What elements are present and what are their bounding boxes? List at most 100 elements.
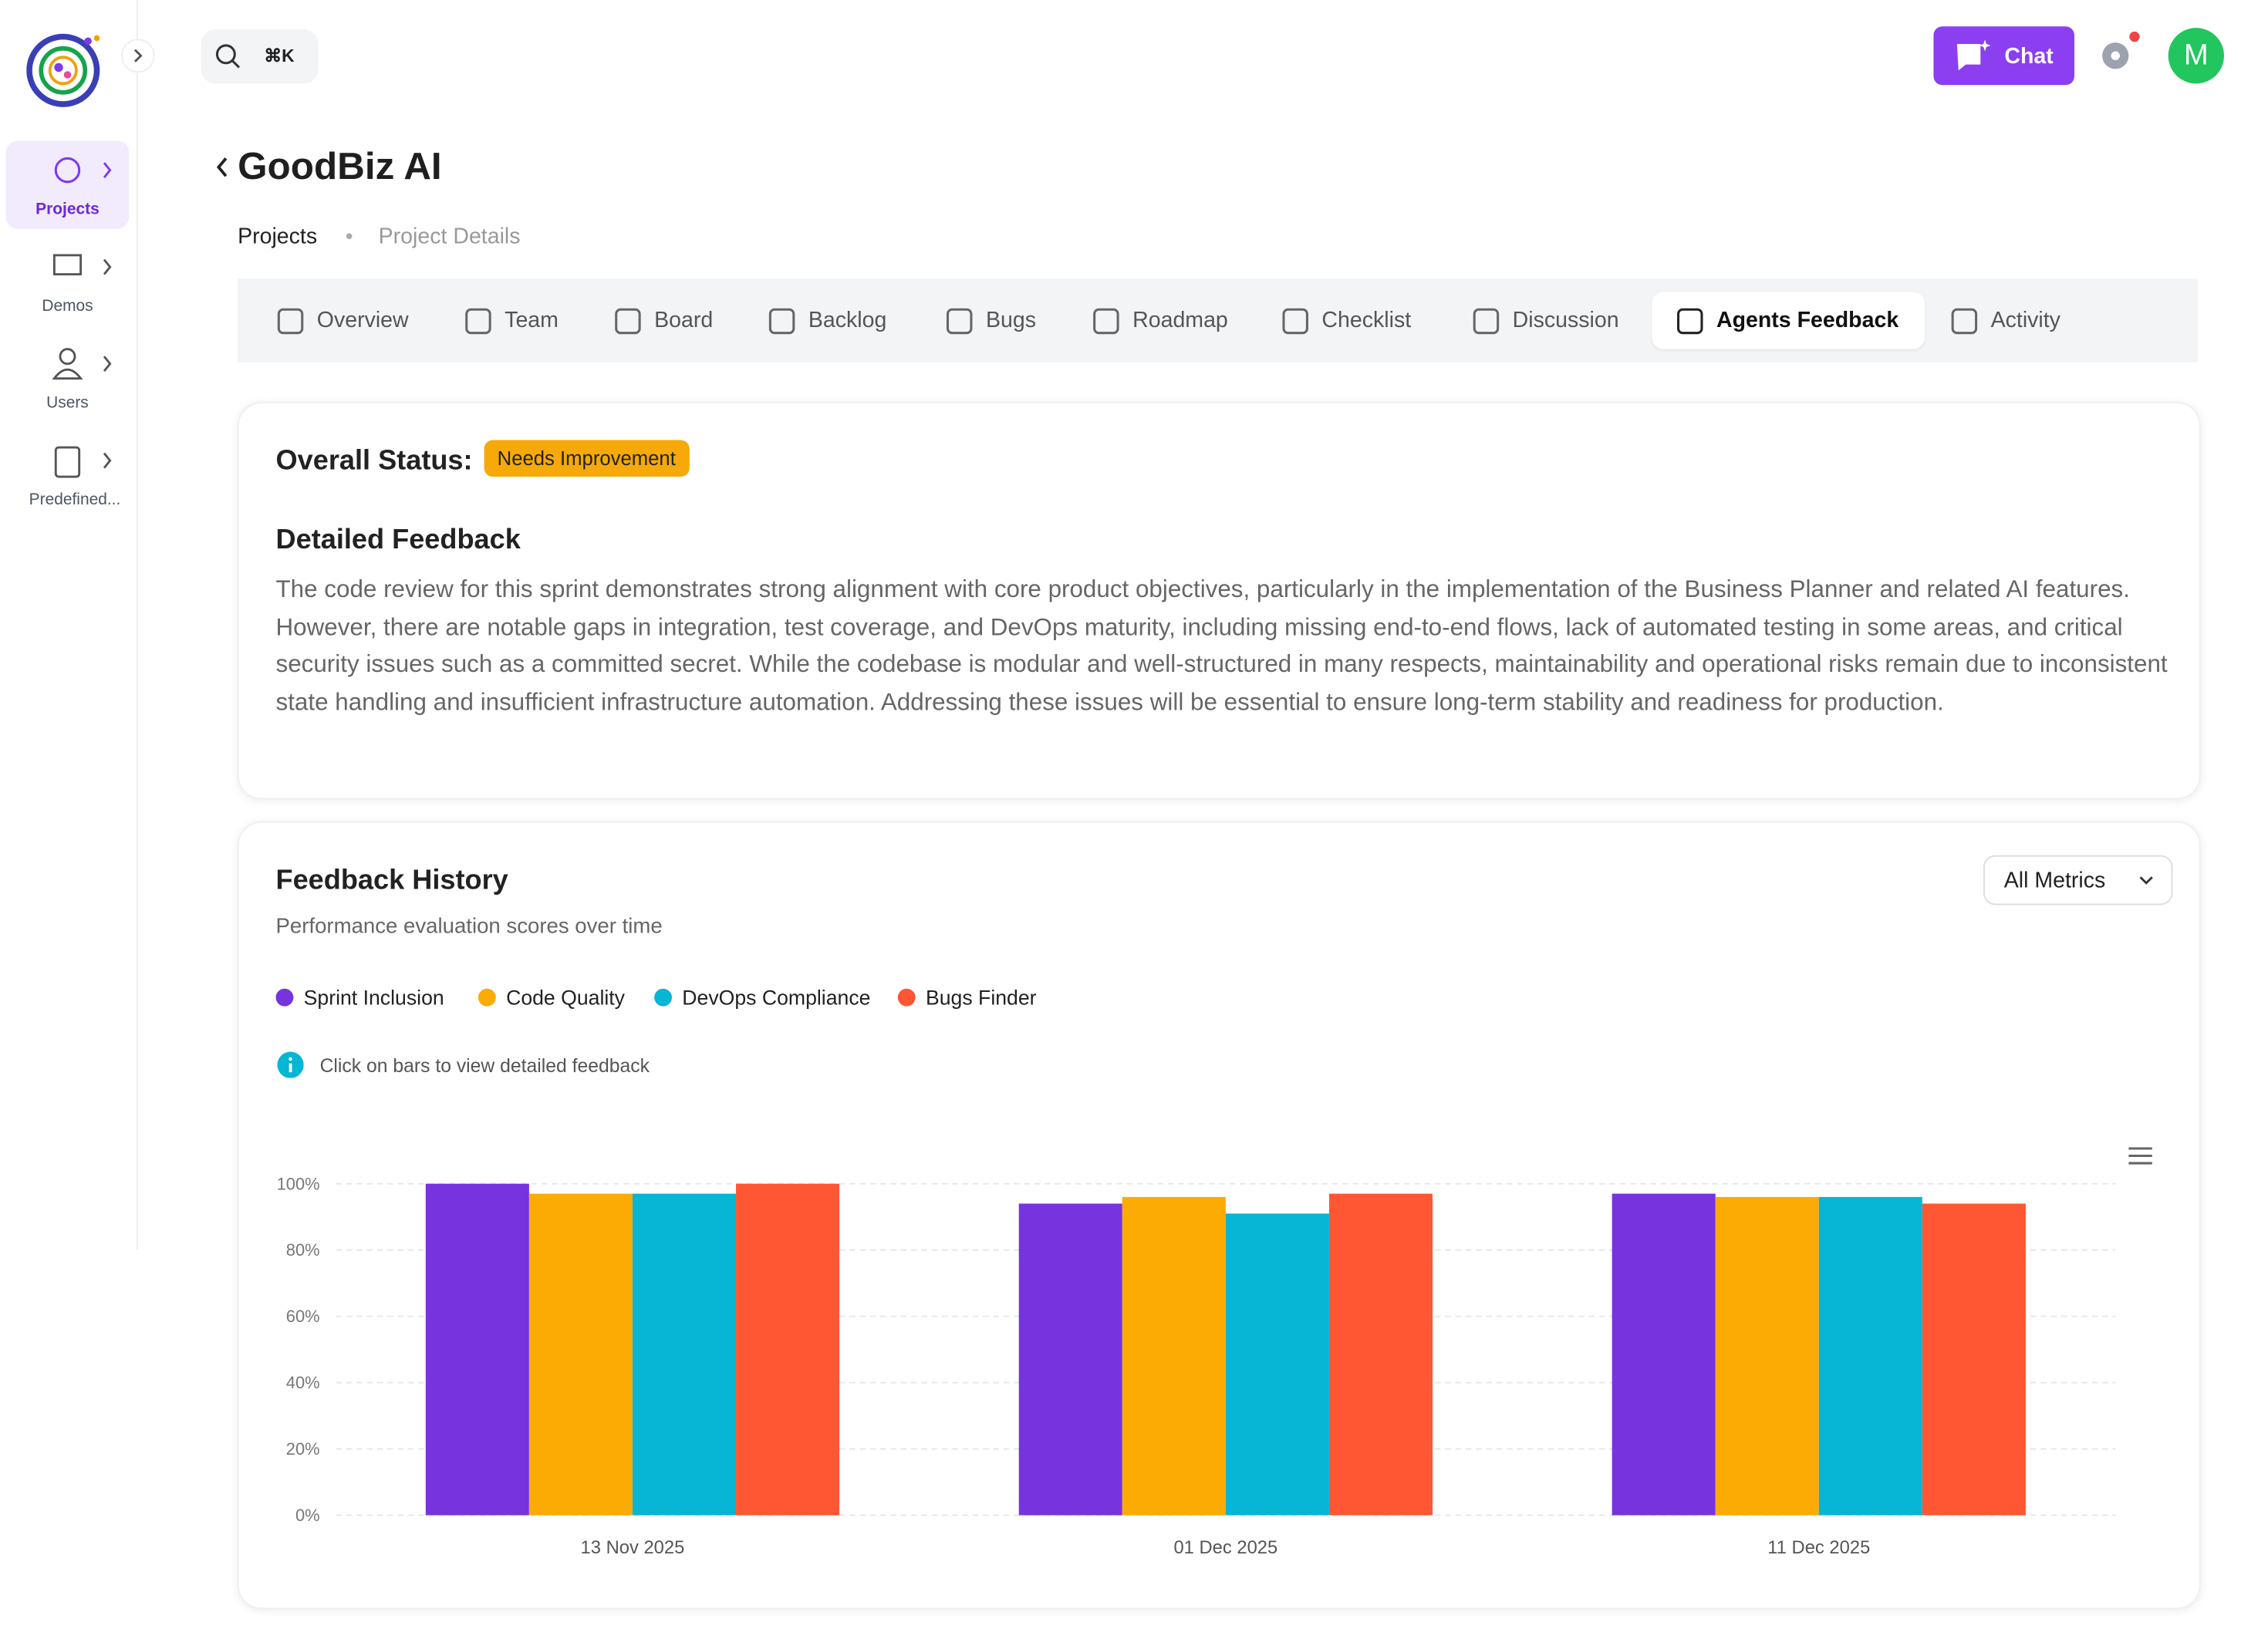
nav-icon xyxy=(54,446,112,478)
chart-menu[interactable] xyxy=(2127,1145,2153,1166)
tab-icon-shape xyxy=(1473,307,1500,334)
info-icon xyxy=(277,1051,304,1078)
tab-label: Backlog xyxy=(808,308,887,333)
chat-button[interactable]: Chat xyxy=(1933,26,2075,86)
bar[interactable] xyxy=(1715,1196,1819,1516)
bar[interactable] xyxy=(736,1183,840,1516)
breadcrumb[interactable]: Projects xyxy=(238,224,318,250)
dropdown-label: All Metrics xyxy=(2003,867,2106,893)
tab-label: Agents Feedback xyxy=(1716,308,1899,333)
nav-label[interactable]: Predefined... xyxy=(29,491,121,509)
chat-label: Chat xyxy=(2004,43,2054,69)
x-tick-label: 13 Nov 2025 xyxy=(581,1537,685,1558)
y-tick-label: 80% xyxy=(286,1240,320,1260)
tab-icon-shape xyxy=(1951,307,1978,334)
tab[interactable]: Checklist xyxy=(1281,292,1411,349)
shortcut: ⌘K xyxy=(264,45,295,66)
legend-label: Sprint Inclusion xyxy=(303,985,444,1010)
bar[interactable] xyxy=(1328,1193,1433,1516)
tab-label: Board xyxy=(654,308,714,333)
bar[interactable] xyxy=(632,1193,737,1516)
tab-icon-shape xyxy=(465,307,491,334)
breadcrumb: Project Details xyxy=(378,224,521,250)
avatar[interactable]: M xyxy=(2168,28,2224,84)
tab-label: Bugs xyxy=(985,308,1036,333)
tab-label: Overview xyxy=(316,308,409,333)
page-title: GoodBiz AI xyxy=(238,143,442,188)
legend-swatch xyxy=(654,988,672,1007)
tab-icon xyxy=(1282,307,1308,334)
tab[interactable]: Team xyxy=(464,292,559,349)
chevron xyxy=(2139,876,2153,885)
legend-item[interactable]: Bugs Finder xyxy=(897,986,1037,1009)
legend-item[interactable]: DevOps Compliance xyxy=(654,986,870,1009)
bar[interactable] xyxy=(1818,1196,1922,1516)
nav-label[interactable]: Projects xyxy=(35,201,100,219)
tab-label: Roadmap xyxy=(1132,308,1228,333)
bar[interactable] xyxy=(1018,1203,1122,1516)
tab-icon-shape xyxy=(1093,307,1119,334)
bar[interactable] xyxy=(1612,1193,1716,1516)
tab-icon-shape xyxy=(277,307,304,334)
tab-icon-shape xyxy=(1677,307,1703,334)
nav-label[interactable]: Users xyxy=(46,394,89,413)
metric-dropdown[interactable]: All Metrics xyxy=(1983,855,2173,906)
nav-icon xyxy=(54,157,112,184)
legend-item[interactable]: Code Quality xyxy=(478,986,625,1009)
chat-icon xyxy=(1957,39,1992,71)
y-tick-label: 0% xyxy=(295,1506,320,1525)
tab-icon xyxy=(1093,307,1119,334)
y-tick-label: 60% xyxy=(286,1307,320,1326)
tab-icon xyxy=(615,307,641,334)
status-label: Overall Status: xyxy=(275,446,473,477)
tab-icon xyxy=(1951,307,1978,334)
nav-label[interactable]: Demos xyxy=(42,298,93,315)
settings[interactable] xyxy=(2098,29,2145,76)
tab-icon xyxy=(1677,307,1703,334)
legend-swatch xyxy=(478,988,496,1007)
tab-icon xyxy=(946,307,973,334)
tab[interactable]: Board xyxy=(613,292,713,349)
bar[interactable] xyxy=(1225,1213,1329,1516)
tab[interactable]: Discussion xyxy=(1471,292,1619,349)
status-badge: Needs Improvement xyxy=(484,440,689,477)
bar[interactable] xyxy=(528,1193,633,1516)
history-title: Feedback History xyxy=(275,865,508,896)
tab[interactable]: Backlog xyxy=(768,292,887,349)
sidebar-toggle[interactable] xyxy=(120,38,156,73)
back[interactable] xyxy=(214,154,232,180)
sidebar xyxy=(0,0,138,1250)
tab[interactable]: Activity xyxy=(1949,292,2060,349)
nav-active[interactable] xyxy=(5,140,130,229)
tab-icon xyxy=(1473,307,1500,334)
logo[interactable] xyxy=(26,26,106,111)
tab[interactable]: Overview xyxy=(276,292,409,349)
tab[interactable]: Roadmap xyxy=(1092,292,1228,349)
legend-swatch xyxy=(275,988,294,1007)
y-tick-label: 20% xyxy=(286,1439,320,1459)
history-subtitle: Performance evaluation scores over time xyxy=(275,915,663,939)
search[interactable]: ⌘K xyxy=(201,29,319,84)
tab-icon xyxy=(277,307,304,334)
tab-label: Team xyxy=(505,308,559,333)
tab-icon xyxy=(768,307,795,334)
feedback-text: The code review for this sprint demonstr… xyxy=(275,576,2168,716)
tab-label: Discussion xyxy=(1512,308,1619,333)
bar[interactable] xyxy=(1122,1196,1226,1516)
breadcrumb-sep xyxy=(346,233,353,239)
x-tick-label: 01 Dec 2025 xyxy=(1173,1537,1277,1558)
bar[interactable] xyxy=(425,1183,529,1516)
x-tick-label: 11 Dec 2025 xyxy=(1767,1537,1870,1558)
legend-item[interactable]: Sprint Inclusion xyxy=(275,985,444,1010)
tab-icon-shape xyxy=(615,307,641,334)
nav-icon xyxy=(52,348,112,380)
tab-label: Activity xyxy=(1990,308,2060,333)
tab[interactable]: Bugs xyxy=(945,292,1036,349)
bar[interactable] xyxy=(1922,1203,2026,1516)
tab[interactable]: Agents Feedback xyxy=(1652,292,1925,349)
legend-label: Code Quality xyxy=(506,985,626,1010)
hint: Click on bars to view detailed feedback xyxy=(319,1054,650,1077)
